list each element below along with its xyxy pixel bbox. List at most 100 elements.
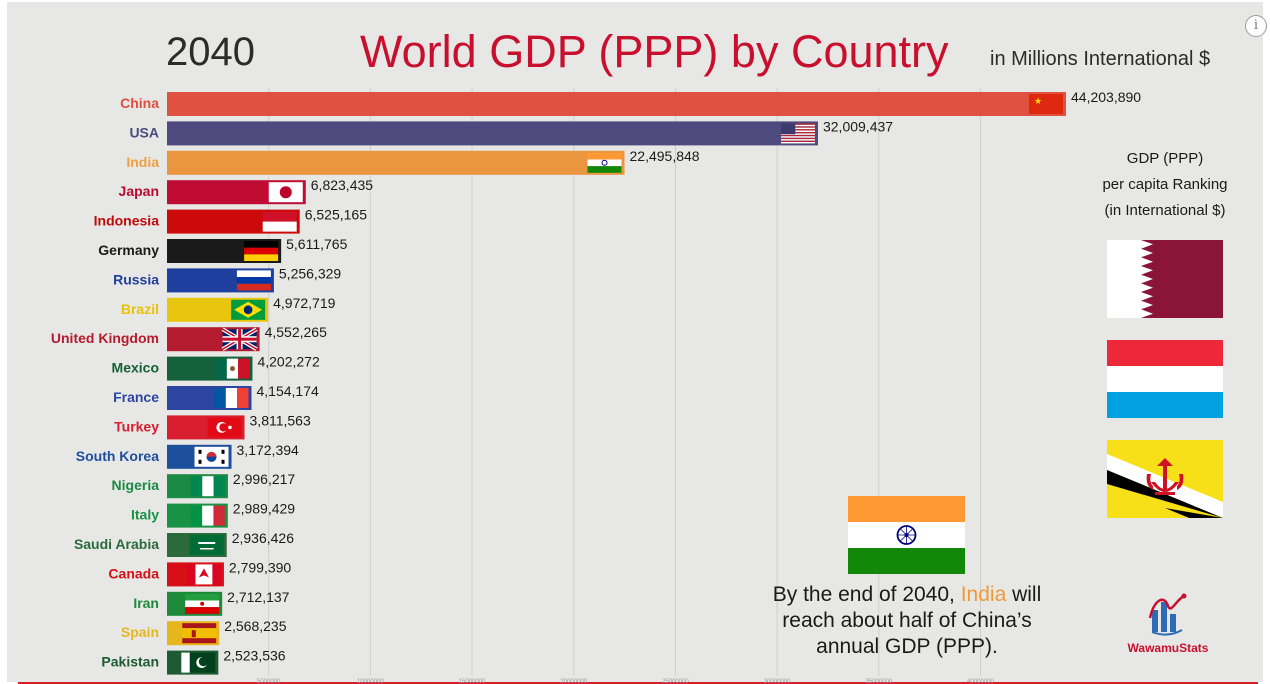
- value-label: 2,712,137: [227, 589, 289, 605]
- progress-line: [18, 682, 1258, 684]
- bar-group: South Korea 3,172,394: [76, 442, 299, 469]
- per-capita-title: GDP (PPP) per capita Ranking (in Interna…: [1090, 146, 1240, 224]
- bar-group: Russia 5,256,329: [113, 265, 341, 293]
- bar-group: ★ China 44,203,890: [120, 89, 1141, 116]
- category-label: China: [120, 95, 159, 111]
- value-label: 2,996,217: [233, 471, 295, 487]
- bar-india: [167, 150, 625, 175]
- bar-group: Spain 2,568,235: [121, 618, 287, 646]
- india-flag-icon: [587, 152, 622, 173]
- x-tick-label: 25000000: [662, 679, 689, 684]
- svg-text:★: ★: [1034, 96, 1042, 106]
- bar-group: USA 32,009,437: [129, 118, 893, 146]
- caption-text: By the end of 2040,: [772, 583, 961, 606]
- value-label: 32,009,437: [823, 118, 893, 134]
- logo-icon: [1148, 593, 1187, 636]
- x-tick-label: 40000000: [967, 679, 994, 684]
- turkey-flag-icon: [207, 417, 242, 438]
- category-label: Mexico: [112, 360, 159, 376]
- category-label: Iran: [133, 595, 159, 611]
- category-label: South Korea: [76, 448, 159, 464]
- bar-group: India 22,495,848: [126, 148, 700, 175]
- year-label: 2040: [166, 30, 255, 74]
- bar-group: Italy 2,989,429: [131, 501, 295, 528]
- logo-text: WawamuStats: [1127, 641, 1209, 655]
- saudi-arabia-flag-icon: [189, 535, 224, 555]
- value-label: 3,172,394: [237, 442, 299, 458]
- bar-group: Pakistan 2,523,536: [101, 648, 286, 675]
- category-label: Brazil: [121, 301, 159, 317]
- bar-group: Canada 2,799,390: [108, 559, 291, 587]
- per-capita-title-line: GDP (PPP): [1126, 150, 1204, 167]
- per-capita-title-line: (in International $): [1104, 202, 1226, 219]
- italy-flag-icon: [190, 505, 225, 526]
- value-label: 44,203,890: [1071, 89, 1141, 105]
- bar-group: France 4,154,174: [113, 383, 319, 410]
- category-label: Canada: [108, 565, 159, 581]
- value-label: 4,552,265: [265, 324, 327, 340]
- value-label: 5,256,329: [279, 265, 341, 281]
- bar-group: Brazil 4,972,719: [121, 295, 336, 322]
- bar-usa: [167, 121, 818, 146]
- wawamustats-logo: WawamuStats: [1118, 592, 1218, 655]
- value-label: 6,823,435: [311, 177, 373, 193]
- value-label: 4,154,174: [256, 383, 318, 399]
- category-label: Indonesia: [94, 213, 160, 229]
- bar-china: [167, 92, 1066, 116]
- usa-flag-icon: [780, 123, 815, 144]
- iran-flag-icon: [185, 593, 220, 614]
- bar-group: United Kingdom 4,552,265: [51, 324, 327, 352]
- caption-country: India: [960, 583, 1007, 606]
- value-label: 2,523,536: [223, 648, 285, 664]
- value-label: 4,202,272: [257, 354, 319, 370]
- caption-text: will reach about half of China’s annual …: [782, 583, 1042, 658]
- germany-flag-icon: [244, 241, 279, 261]
- x-tick-label: 35000000: [865, 679, 892, 684]
- uk-flag-icon: [221, 327, 258, 351]
- mexico-flag-icon: [215, 358, 250, 379]
- x-tick-label: 20000000: [560, 679, 587, 684]
- category-label: Italy: [131, 507, 159, 523]
- brazil-flag-icon: [231, 299, 266, 320]
- x-tick-label: 5000000: [257, 679, 281, 684]
- luxembourg-flag: [1107, 340, 1223, 418]
- value-label: 2,989,429: [233, 501, 295, 517]
- units-label: in Millions International $: [990, 48, 1211, 70]
- category-label: Russia: [113, 271, 159, 287]
- value-label: 3,811,563: [250, 412, 311, 428]
- pakistan-flag-icon: [181, 652, 216, 673]
- bar-group: Nigeria 2,996,217: [112, 471, 295, 499]
- category-label: Saudi Arabia: [74, 536, 159, 552]
- russia-flag-icon: [236, 270, 271, 291]
- bar-group: Turkey 3,811,563: [114, 412, 311, 440]
- bar-group: Mexico 4,202,272: [112, 354, 320, 381]
- category-label: Turkey: [114, 418, 159, 434]
- value-label: 5,611,765: [286, 236, 347, 252]
- indonesia-flag-icon: [262, 211, 297, 232]
- x-tick-label: 10000000: [357, 679, 384, 684]
- per-capita-title-line: per capita Ranking: [1102, 176, 1228, 193]
- bar-group: Germany 5,611,765: [98, 236, 348, 263]
- highlight-caption: By the end of 2040, India will reach abo…: [752, 582, 1062, 660]
- canada-flag-icon: [186, 564, 221, 585]
- category-label: Pakistan: [101, 654, 159, 670]
- bar-group: Indonesia 6,525,165: [94, 207, 367, 234]
- chart-title: World GDP (PPP) by Country: [360, 26, 949, 77]
- category-label: United Kingdom: [51, 330, 159, 346]
- value-label: 2,936,426: [232, 530, 294, 546]
- category-label: Nigeria: [112, 477, 160, 493]
- category-label: Germany: [98, 242, 159, 258]
- x-tick-label: 30000000: [764, 679, 791, 684]
- bar-group: Saudi Arabia 2,936,426: [74, 530, 294, 557]
- value-label: 4,972,719: [273, 295, 335, 311]
- brunei-flag: [1107, 440, 1223, 518]
- value-label: 2,799,390: [229, 559, 291, 575]
- x-tick-label: 15000000: [459, 679, 486, 684]
- bar-group: Japan 6,823,435: [119, 177, 373, 205]
- category-label: Japan: [119, 183, 159, 199]
- nigeria-flag-icon: [190, 476, 225, 497]
- japan-flag-icon: [268, 182, 303, 203]
- info-icon[interactable]: i: [1245, 15, 1267, 37]
- bar-group: Iran 2,712,137: [133, 589, 290, 616]
